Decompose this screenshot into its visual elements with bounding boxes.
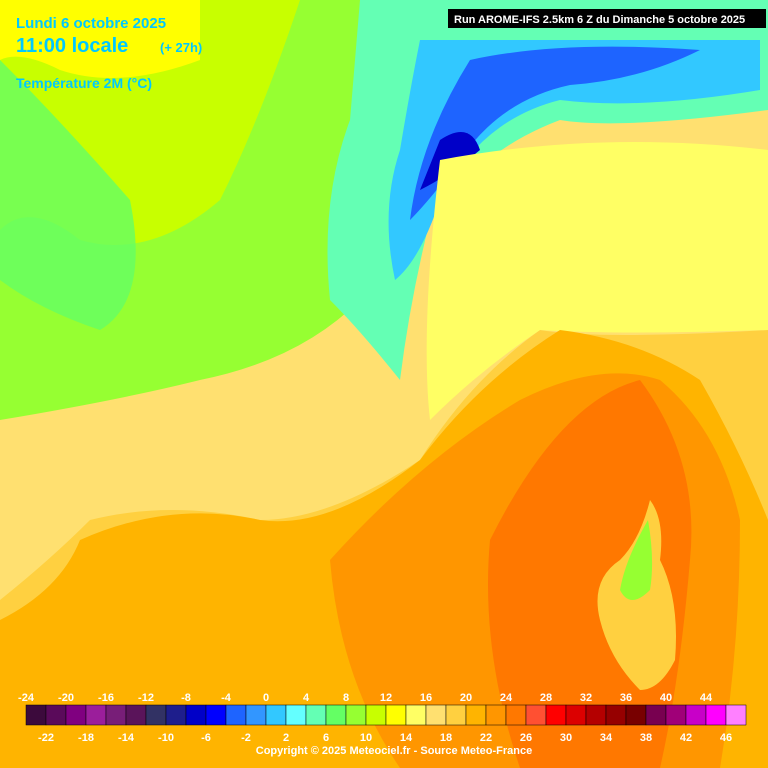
legend-swatch xyxy=(225,704,247,726)
legend-swatch xyxy=(725,704,747,726)
legend-label: 32 xyxy=(580,692,592,704)
legend-label: 14 xyxy=(400,732,413,744)
legend-swatch xyxy=(505,704,527,726)
legend-swatch xyxy=(685,704,707,726)
legend-swatch xyxy=(65,704,87,726)
legend-swatch xyxy=(625,704,647,726)
legend-swatch xyxy=(25,704,47,726)
po-valley xyxy=(426,142,768,420)
corsica-mountain xyxy=(620,520,653,600)
legend-swatch xyxy=(645,704,667,726)
legend-swatch xyxy=(605,704,627,726)
legend-label: -18 xyxy=(78,732,94,744)
legend-swatch xyxy=(485,704,507,726)
legend-swatch xyxy=(705,704,727,726)
parameter: Température 2M (°C) xyxy=(16,75,152,91)
legend-label: 46 xyxy=(720,732,732,744)
legend-swatch xyxy=(585,704,607,726)
legend-label: 24 xyxy=(500,692,513,704)
legend-label: -10 xyxy=(158,732,174,744)
legend-label: -8 xyxy=(181,692,191,704)
legend-label: 20 xyxy=(460,692,472,704)
legend-swatch xyxy=(525,704,547,726)
legend-swatch xyxy=(85,704,107,726)
legend-swatch xyxy=(285,704,307,726)
legend-label: 2 xyxy=(283,732,289,744)
legend-swatch xyxy=(345,704,367,726)
legend-swatch xyxy=(365,704,387,726)
legend-swatch xyxy=(105,704,127,726)
legend-label: 40 xyxy=(660,692,672,704)
legend-swatch xyxy=(425,704,447,726)
legend-swatch xyxy=(165,704,187,726)
legend-swatch xyxy=(205,704,227,726)
legend-swatch xyxy=(245,704,267,726)
legend-swatch xyxy=(145,704,167,726)
lead: (+ 27h) xyxy=(160,40,202,55)
run-box xyxy=(448,9,766,28)
legend-swatch xyxy=(305,704,327,726)
alps-high xyxy=(410,46,700,221)
time: 11:00 locale xyxy=(16,35,128,57)
legend-swatch xyxy=(385,704,407,726)
legend-label: 8 xyxy=(343,692,349,704)
legend-label: -14 xyxy=(118,732,135,744)
legend-swatch xyxy=(185,704,207,726)
legend-label: 30 xyxy=(560,732,572,744)
date: Lundi 6 octobre 2025 xyxy=(16,15,166,32)
legend-label: 38 xyxy=(640,732,652,744)
legend-label: -20 xyxy=(58,692,74,704)
legend-swatch xyxy=(565,704,587,726)
legend-label: 28 xyxy=(540,692,552,704)
legend-label: 22 xyxy=(480,732,492,744)
legend-label: -16 xyxy=(98,692,114,704)
run: Run AROME-IFS 2.5km 6 Z du Dimanche 5 oc… xyxy=(454,14,745,26)
legend-label: 6 xyxy=(323,732,329,744)
legend-label: 26 xyxy=(520,732,532,744)
legend-label: 10 xyxy=(360,732,372,744)
legend-label: 18 xyxy=(440,732,452,744)
legend-swatch xyxy=(125,704,147,726)
legend-swatch xyxy=(405,704,427,726)
legend-label: 34 xyxy=(600,732,613,744)
legend-label: -12 xyxy=(138,692,154,704)
legend-label: 42 xyxy=(680,732,692,744)
legend-label: 36 xyxy=(620,692,632,704)
legend-swatch xyxy=(445,704,467,726)
legend-swatch xyxy=(265,704,287,726)
land-yellow xyxy=(0,0,200,78)
legend-label: 16 xyxy=(420,692,432,704)
legend-swatch xyxy=(665,704,687,726)
legend-swatch xyxy=(325,704,347,726)
legend-label: -4 xyxy=(221,692,232,704)
legend-swatch xyxy=(465,704,487,726)
legend-swatch xyxy=(45,704,67,726)
legend-label: 44 xyxy=(700,692,713,704)
legend-label: -24 xyxy=(18,692,35,704)
legend-label: 0 xyxy=(263,692,269,704)
legend-label: -2 xyxy=(241,732,251,744)
land-green-2 xyxy=(0,60,136,330)
legend-label: -22 xyxy=(38,732,54,744)
legend-swatch xyxy=(545,704,567,726)
copyright: Copyright © 2025 Meteociel.fr - Source M… xyxy=(256,745,532,757)
legend-label: 12 xyxy=(380,692,392,704)
legend-label: -6 xyxy=(201,732,211,744)
legend-label: 4 xyxy=(303,692,310,704)
